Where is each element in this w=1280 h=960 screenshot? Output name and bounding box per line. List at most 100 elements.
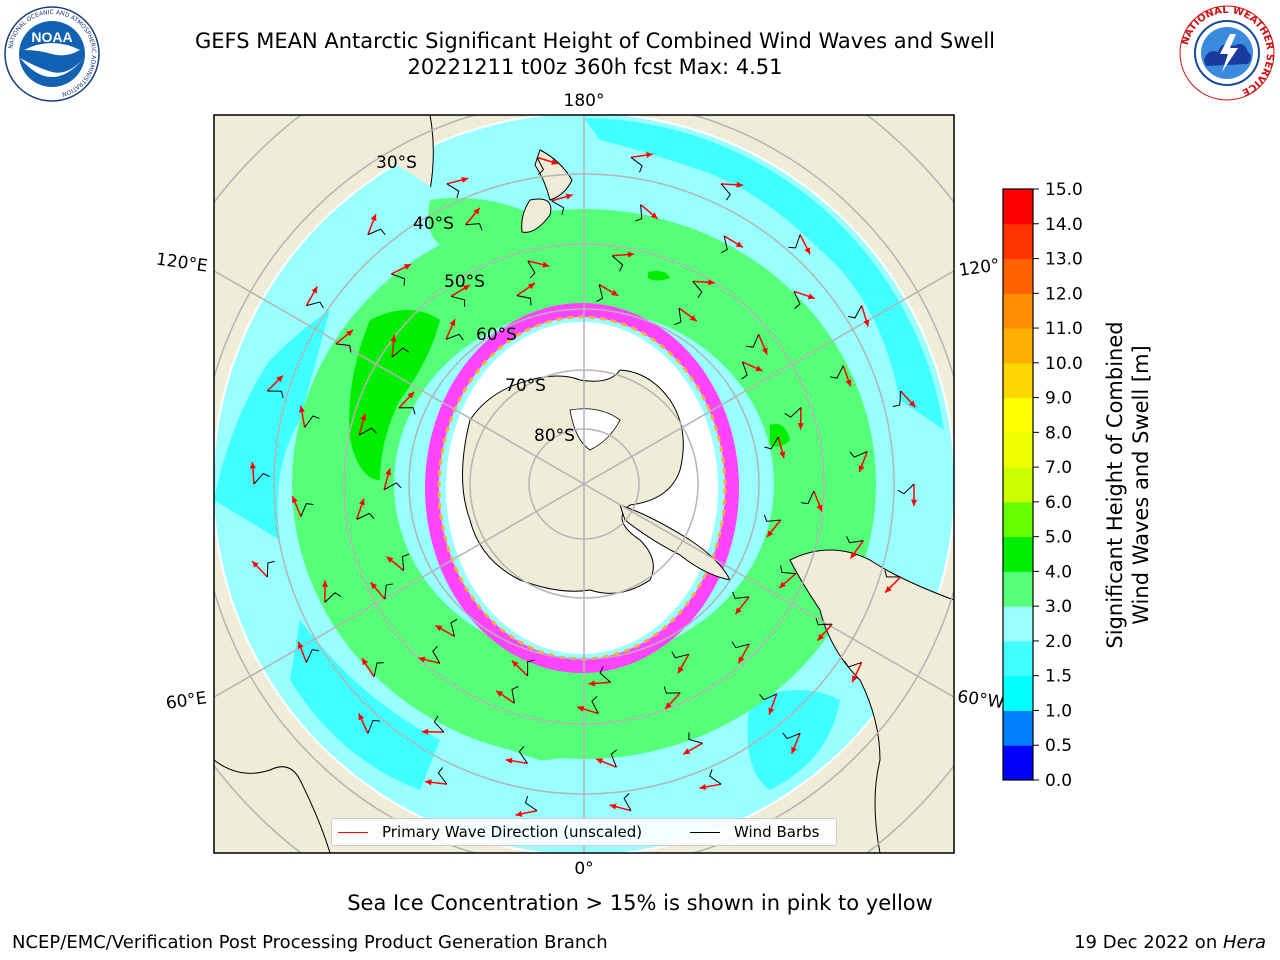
wave-arrow-head: [370, 214, 377, 222]
wave-arrow-head: [738, 656, 745, 664]
credit-host: Hera: [1222, 932, 1266, 953]
wave-arrow-head: [249, 462, 256, 469]
wind-barb: [433, 715, 445, 733]
wave-arrow-head: [435, 625, 443, 632]
wave-arrow-head: [449, 319, 456, 327]
wave-arrow-head: [609, 803, 617, 810]
colorbar-cell: [1003, 293, 1033, 329]
colorbar-label-line1: Significant Height of Combined: [1103, 321, 1127, 649]
wave-direction-arrows: [249, 152, 918, 817]
wind-barb: [465, 223, 483, 231]
legend-item-wind-barbs: Wind Barbs: [690, 822, 819, 842]
colorbar-ticks: 0.0 0.5 1.0 1.5 2.0 3.0 4.0 5.0 6.0 7.0 8.0 9.0 10.0…: [1033, 180, 1083, 791]
colorbar-tick-label: 10.0: [1045, 354, 1083, 374]
wave-arrow-head: [885, 585, 892, 593]
wave-arrow-head: [551, 159, 559, 165]
wave-arrow-head: [596, 758, 604, 765]
wave-arrow-head: [276, 375, 283, 383]
colorbar-tick-label: 1.0: [1045, 701, 1072, 721]
wave-arrow-head: [611, 289, 619, 296]
wave-arrow-head: [779, 581, 787, 589]
wind-barb: [373, 662, 385, 677]
wind-barb: [709, 769, 722, 785]
wave-arrow-head: [346, 329, 353, 337]
lat-label-50s: 50°S: [444, 272, 485, 292]
wave-arrow-head: [852, 675, 858, 683]
wind-barb: [359, 427, 377, 436]
credit-left: NCEP/EMC/Verification Post Processing Pr…: [12, 932, 608, 953]
wind-barb: [759, 693, 777, 701]
colorbar-cell: [1003, 606, 1033, 642]
wind-barb: [305, 649, 320, 663]
wave-arrow-head: [817, 633, 824, 641]
colorbar-cell: [1003, 362, 1033, 399]
wave-arrow-head: [515, 810, 523, 817]
wind-barb: [782, 732, 801, 740]
wave-arrow-head: [461, 177, 469, 183]
wave-arrow-head: [768, 707, 775, 715]
wind-barb: [432, 645, 441, 664]
wind-barb: [844, 660, 862, 668]
lat-label-80s: 80°S: [534, 426, 575, 446]
wave-arrow-head: [863, 319, 870, 327]
colorbar-cell: [1003, 432, 1033, 468]
colorbar-cell: [1003, 675, 1033, 711]
wave-arrow-head: [735, 607, 742, 615]
wave-arrow-head: [292, 496, 298, 504]
wave-patch-west: [214, 310, 330, 540]
wind-barb: [591, 695, 599, 714]
wind-barb: [611, 255, 624, 272]
wind-barb: [253, 472, 270, 485]
wave-arrow-head: [627, 251, 635, 258]
wave-arrow-head: [425, 779, 432, 786]
colorbar-cell: [1003, 397, 1033, 433]
colorbar-cells: [1003, 189, 1033, 781]
wind-barb: [788, 234, 801, 249]
wave-arrow-head: [505, 757, 513, 764]
wind-barb: [450, 295, 466, 307]
wind-barb: [516, 295, 532, 306]
wind-barb: [391, 347, 410, 358]
wind-barb: [848, 305, 863, 319]
wind-barb: [720, 183, 731, 201]
wind-barb: [324, 592, 342, 603]
wind-barb: [527, 260, 536, 279]
wave-arrow-head: [403, 264, 411, 270]
wave-arrow-head: [565, 193, 573, 200]
colorbar-tick-label: 9.0: [1045, 389, 1072, 409]
new-zealand-south: [521, 198, 552, 233]
wave-arrow-head: [358, 498, 365, 506]
lat-label-70s: 70°S: [505, 376, 546, 396]
wave-arrow-head: [791, 746, 797, 754]
map-legend: Primary Wave Direction (unscaled) Wind B…: [331, 818, 837, 846]
colorbar-cell: [1003, 710, 1033, 746]
wind-barb: [391, 273, 406, 286]
chart-title: GEFS MEAN Antarctic Significant Height o…: [194, 29, 996, 53]
wind-barb: [383, 482, 402, 491]
lon-label-180: 180°: [564, 91, 605, 111]
wave-arrow-head: [511, 660, 519, 668]
colorbar-tick-label: 0.0: [1045, 771, 1072, 791]
wind-barb: [784, 407, 802, 418]
wind-barb: [763, 514, 781, 522]
colorbar-cell: [1003, 640, 1033, 677]
wind-barb: [367, 719, 381, 734]
wind-barb: [536, 157, 545, 175]
wave-arrow-head: [297, 641, 304, 649]
colorbar-label-line2: Wind Waves and Swell [m]: [1129, 345, 1153, 625]
wind-barb: [849, 451, 868, 458]
wave-arrow-head: [418, 656, 426, 663]
wind-barb: [524, 796, 538, 812]
colorbar-tick-label: 4.0: [1045, 562, 1072, 582]
wave-arrow-head: [252, 561, 259, 568]
wave-arrow-head: [735, 241, 743, 248]
wind-barb: [511, 685, 519, 704]
wind-barb: [671, 651, 689, 659]
wave-arrow-head: [322, 580, 329, 587]
wave-arrow-head: [683, 748, 691, 755]
wind-barb: [304, 415, 320, 428]
legend-item-wave-direction: Primary Wave Direction (unscaled): [338, 822, 642, 842]
wind-barb: [445, 333, 464, 341]
wind-barb: [780, 565, 796, 575]
wind-barb: [335, 343, 352, 353]
